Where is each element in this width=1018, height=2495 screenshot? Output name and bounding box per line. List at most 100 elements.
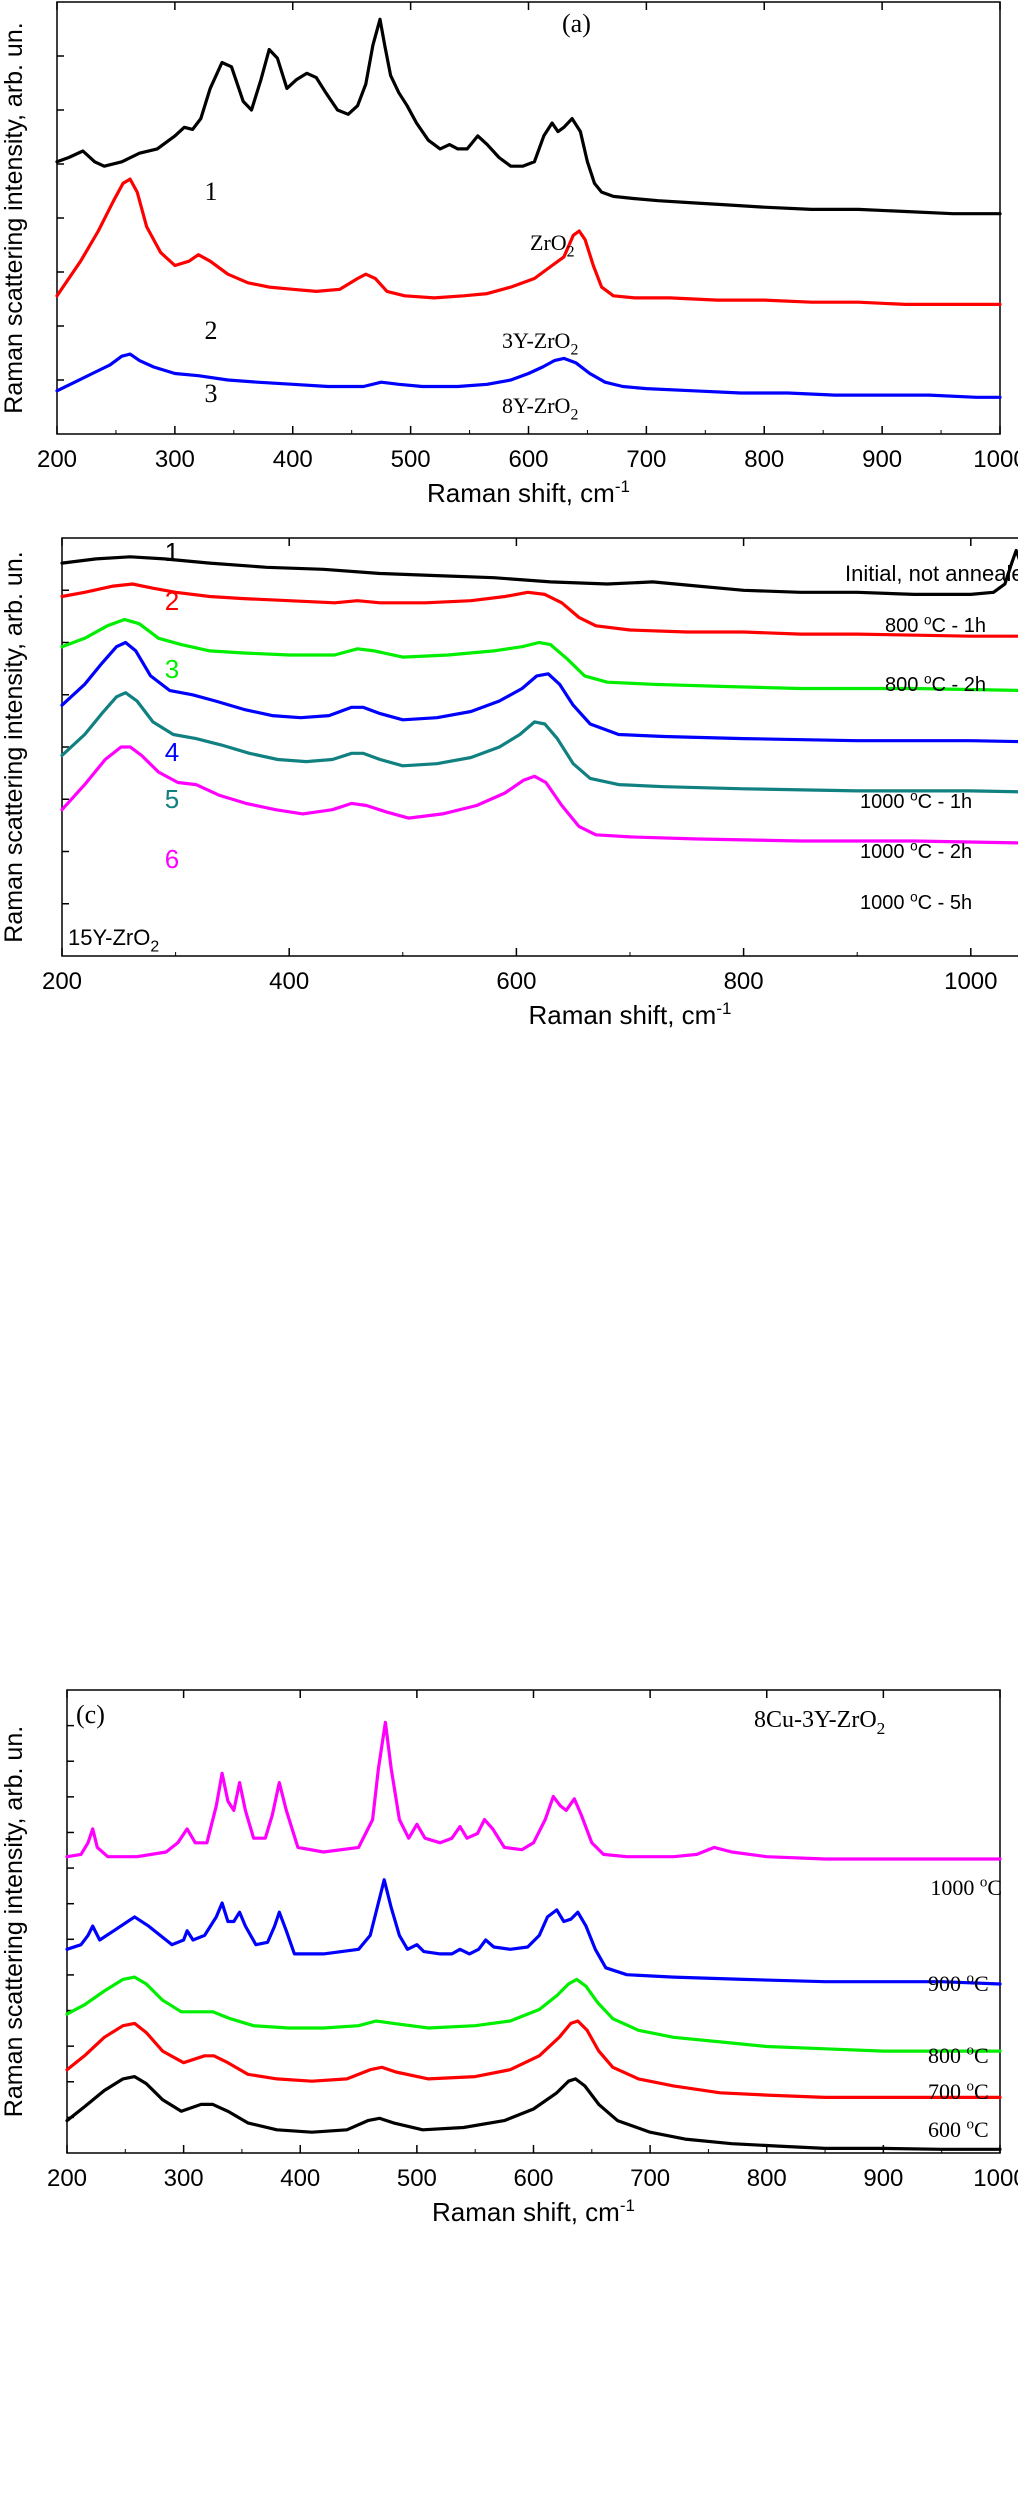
panel-a-series-3-label-main: 8Y-ZrO [502,393,570,418]
panel-b-series-4-label: 1000 oC - 1h [860,788,972,813]
panel-a-series-2-label: 3Y-ZrO2 [502,328,578,359]
panel-a-frame [56,1,1001,435]
panel-a-series-2 [55,177,1002,306]
panel-c-series-3-label: 800 oC [928,2043,989,2068]
panel-c-series-1-label-post: C [987,1875,1002,1900]
panel-b-ylabel: Raman scattering intensity, arb. un. [0,551,28,942]
panel-c-series-3 [65,1975,1002,2053]
panel-c-xtick-label: 200 [47,2165,87,2192]
panel-c-xtick-label: 900 [863,2165,903,2192]
panel-b-series-2 [60,582,1018,638]
panel-a-xtick-label: 300 [155,446,195,473]
panel-b-sample-label-main: 15Y-ZrO [68,925,150,950]
panel-b-series-3-label: 800 oC - 2h [885,671,986,696]
panel-a-xlabel: Raman shift, cm-1 [427,477,630,508]
panel-c-series-2 [65,1878,1002,1986]
panel-b-series-3 [60,617,1018,693]
panel-a-xtick-label: 1000 [973,446,1018,473]
panel-b-xlabel-text: Raman shift, cm [529,1000,717,1030]
panel-a: 200 300 400 500 600 700 800 900 1000 Raman shift,… [0,1,1018,508]
panel-c-series-5-label-sup: o [967,2117,974,2133]
panel-b-series-5-label-post: C - 2h [918,841,972,863]
panel-a-series-3-number: 3 [205,379,218,408]
panel-b-series-6-label: 1000 oC - 5h [860,889,972,914]
panel-c-xtick-label: 1000 [973,2165,1018,2192]
panel-a-xlabel-text: Raman shift, cm [427,478,615,508]
panel-c-series-5-label: 600 oC [928,2117,989,2142]
panel-a-series-1-label-main: ZrO [530,230,567,255]
panel-c-sample-label-main: 8Cu-3Y-ZrO [754,1707,877,1733]
panel-c-series-2-label-post: C [974,1971,989,1996]
panel-c-xtick-label: 400 [280,2165,320,2192]
panel-a-xtick-label: 500 [391,446,431,473]
panel-b-sample-label-sub: 2 [150,939,159,956]
panel-b-series-6 [60,745,1018,845]
panel-a-xtick-label: 200 [37,446,77,473]
panel-c-series-4-label-pre: 700 [928,2079,967,2104]
panel-a-series-1-label: ZrO2 [530,230,575,261]
panel-a-series-3-label: 8Y-ZrO2 [502,393,578,424]
panel-c-series-4-label-sup: o [967,2079,974,2095]
panel-b-series-5-label-sup: o [910,838,918,853]
panel-a-series-1-label-sub: 2 [567,244,575,261]
panel-c-series-3-label-post: C [974,2043,989,2068]
panel-c-series-5 [65,2075,1002,2151]
panel-b-xtick-label: 800 [724,968,764,995]
panel-a-xtick-label: 900 [862,446,902,473]
panel-c-frame [66,1689,1001,2154]
panel-b-series-5-number: 5 [165,784,179,814]
panel-b-series-2-label-post: C - 1h [932,615,986,637]
panel-b-series-4-label-pre: 1000 [860,791,910,813]
panel-a-xtick-label: 700 [626,446,666,473]
panel-b-xtick-label: 400 [269,968,309,995]
panel-a-ylabel: Raman scattering intensity, arb. un. [0,22,28,413]
panel-c-series-1-label-sup: o [980,1875,987,1891]
panel-a-series-2-label-main: 3Y-ZrO [502,328,570,353]
panel-b-series-2-label-pre: 800 [885,615,924,637]
panel-c-xtick-label: 500 [397,2165,437,2192]
panel-b-series-4-number: 4 [165,737,179,767]
panel-a-xlabel-sup: -1 [615,477,630,496]
panel-b-xlabel-sup: -1 [716,999,731,1018]
panel-c-series-4 [65,2019,1002,2099]
panel-c-series-3-label-pre: 800 [928,2043,967,2068]
panel-c-series-5-label-pre: 600 [928,2117,967,2142]
panel-c-sample-label: 8Cu-3Y-ZrO2 [754,1707,885,1738]
panel-a-series-1-number: 1 [205,177,218,206]
panel-b-series-1 [60,548,1018,596]
panel-a-series-1 [55,17,1002,216]
panel-c-series-4-label-post: C [974,2079,989,2104]
panel-c-series-2-label-pre: 900 [928,1971,967,1996]
panel-b-series-2-number: 2 [165,586,179,616]
panel-b-series-5 [60,691,1018,794]
panel-c-series-4-label: 700 oC [928,2079,989,2104]
panel-b-series-1-number: 1 [165,537,179,567]
panel-a-label: (a) [562,9,591,38]
panel-a-series-3-label-sub: 2 [570,407,578,424]
panel-b-xlabel: Raman shift, cm-1 [529,999,732,1030]
panel-a-series-2-label-sub: 2 [570,342,578,359]
panel-b-xtick-label: 200 [42,968,82,995]
panel-c-series-1 [65,1720,1002,1861]
panel-c-xlabel: Raman shift, cm-1 [432,2196,635,2227]
panel-c-series-1-label: 1000 oC [930,1875,1002,1900]
panel-c-xtick-label: 700 [630,2165,670,2192]
panel-b-series-4-label-sup: o [910,788,918,803]
panel-c-series-5-label-post: C [974,2117,989,2142]
panel-a-series-2-number: 2 [205,316,218,345]
panel-a-xtick-label: 400 [273,446,313,473]
panel-b-series-1-label: Initial, not annealed [845,561,1018,586]
panel-b-series-6-label-pre: 1000 [860,892,910,914]
panel-c-xtick-label: 800 [747,2165,787,2192]
panel-b-series-5-label-pre: 1000 [860,841,910,863]
panel-b-series-3-number: 3 [165,654,179,684]
panel-c-ylabel: Raman scattering intensity, arb. un. [0,1726,28,2117]
panel-a-xtick-label: 600 [508,446,548,473]
panel-b-sample-label: 15Y-ZrO2 [68,925,159,956]
panel-c-xtick-label: 300 [164,2165,204,2192]
panel-c-xlabel-text: Raman shift, cm [432,2197,620,2227]
panel-b-series-2-label-sup: o [924,612,932,627]
panel-b-series-2-label: 800 oC - 1h [885,612,986,637]
panel-b-series-3-label-post: C - 2h [932,674,986,696]
